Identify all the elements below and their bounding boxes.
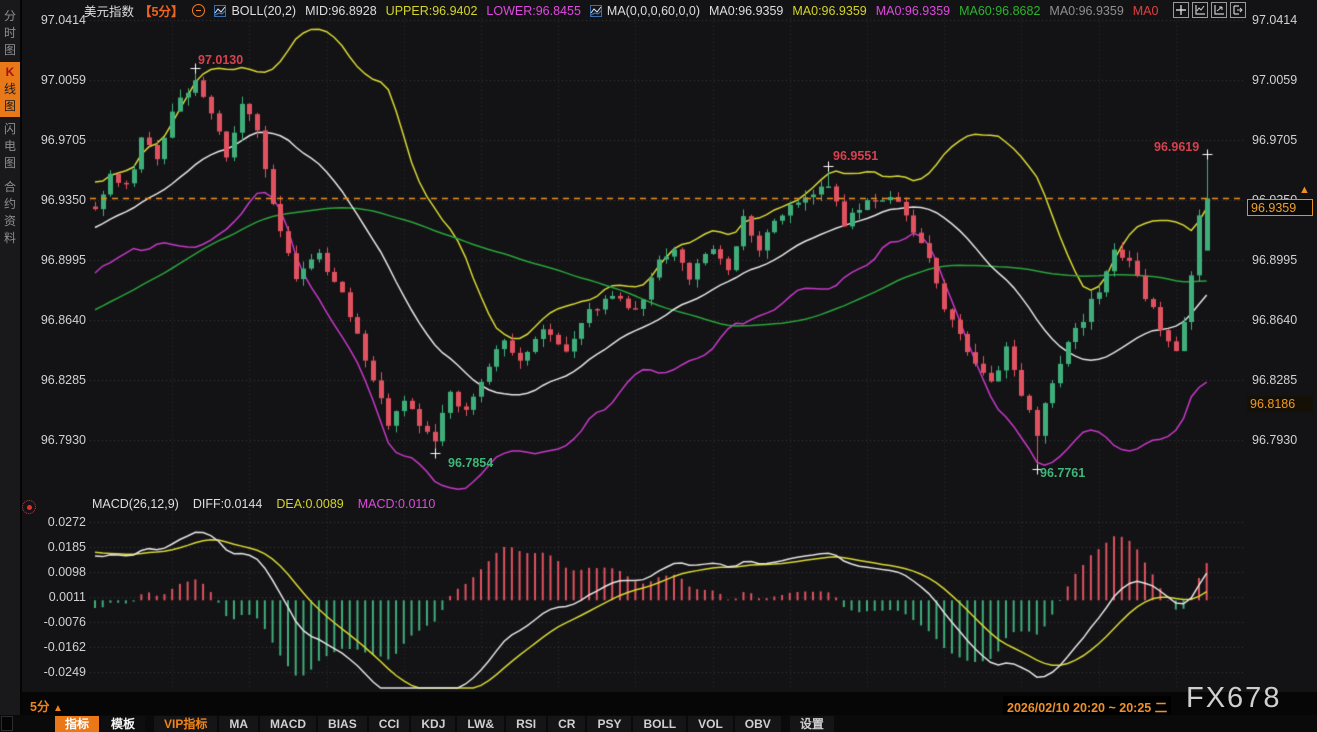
collapse-indicator-icon[interactable] [192,4,206,17]
price-axis-left-label: 96.8640 [40,313,86,327]
chart-type-sidebar: 分时图 K 线图 闪电图 合约资料 [0,0,22,732]
tab-template[interactable]: 模板 [101,715,146,732]
tab-obv[interactable]: OBV [734,715,781,732]
ma-name: MA(0,0,0,60,0,0) [606,3,701,18]
tab-ma[interactable]: MA [219,715,259,732]
macd-name: MACD(26,12,9) [92,497,179,511]
kline-accent-char: K [5,65,15,79]
tab-indicator[interactable]: 指标 [55,715,100,732]
period-label[interactable]: 【5分】 [139,5,184,19]
boll-indicator-icon [214,4,227,17]
scale-chart-icon[interactable] [1211,2,1227,18]
boll-name: BOLL(20,2) [231,3,297,18]
indicator-header: 美元指数 【5分】 BOLL(20,2) MID:96.8928 UPPER:9… [84,2,1159,20]
price-axis-left-label: 96.9350 [40,193,86,207]
kline-rest-label: 线图 [3,82,16,113]
sidebar-item-time-chart[interactable]: 分时图 [3,9,16,57]
price-axis-right-label: 97.0059 [1252,73,1298,87]
macd-header: MACD(26,12,9) DIFF:0.0144 DEA:0.0089 MAC… [92,497,435,511]
ma-value-4: MA60:96.8682 [959,3,1041,18]
tab-settings[interactable]: 设置 [789,715,834,732]
macd-axis-label: -0.0162 [43,640,86,654]
tab-vol[interactable]: VOL [688,715,733,732]
ma-indicator-icon [589,4,602,17]
tab-kdj[interactable]: KDJ [411,715,456,732]
price-up-arrow-icon: ▲ [1299,184,1310,196]
macd-axis-label: -0.0076 [43,615,86,629]
price-axis-left-label: 96.9705 [40,133,86,147]
price-axis-left-label: 96.8285 [40,373,86,387]
sidebar-item-flash-chart[interactable]: 闪电图 [3,122,16,170]
high-annotation: 97.0130 [198,53,244,67]
price-axis-right-label: 96.8285 [1252,373,1298,387]
macd-axis-label: 0.0272 [47,515,86,529]
macd-axis-label: 0.0185 [47,540,86,554]
time-axis-strip: 5分 ▲ 2026/02/10 20:20 ~ 20:25 二 [22,692,1317,717]
high-annotation: 96.9619 [1154,140,1200,154]
boll-lower-value: LOWER:96.8455 [486,3,581,18]
period-selector[interactable]: 5分 ▲ [30,700,63,714]
price-axis-right-label: 96.8995 [1252,253,1298,267]
price-axis-right-label: 96.8640 [1252,313,1298,327]
macd-axis-label: -0.0249 [43,665,86,679]
last-price-badge: 96.9359 [1247,199,1313,216]
pan-crosshair-icon[interactable] [1173,2,1189,18]
ma-value-6: MA0 [1132,3,1159,18]
sidebar-item-kline-chart[interactable]: K 线图 [0,62,20,117]
tab-cr[interactable]: CR [548,715,586,732]
low-annotation: 96.7854 [448,456,494,470]
price-axis-right-label: 96.9705 [1252,133,1298,147]
period-dropdown-icon: ▲ [52,703,63,714]
next-pane-icon[interactable] [1230,2,1246,18]
low-annotation: 96.7761 [1040,466,1086,480]
high-annotation: 96.9551 [833,149,879,163]
macd-pane-settings-icon[interactable] [22,500,36,514]
symbol-name: 美元指数 [84,5,135,19]
sidebar-item-contract-info[interactable]: 合约资料 [3,180,16,245]
price-axis-left-label: 96.8995 [40,253,86,267]
boll-upper-value: UPPER:96.9402 [385,3,478,18]
toolbar-corner-box[interactable] [1,716,13,731]
bar-time-range: 2026/02/10 20:20 ~ 20:25 二 [1003,696,1172,717]
tab-bias[interactable]: BIAS [318,715,367,732]
macd-hist-value: MACD:0.0110 [357,497,436,511]
tab-psy[interactable]: PSY [587,715,632,732]
tab-vip-indicator[interactable]: VIP指标 [154,715,218,732]
ma-value-2: MA0:96.9359 [792,3,867,18]
zoom-area-icon[interactable] [1192,2,1208,18]
macd-diff-value: DIFF:0.0144 [192,497,263,511]
tab-macd[interactable]: MACD [260,715,317,732]
tab-cci[interactable]: CCI [368,715,410,732]
reference-price-badge: 96.8186 [1247,396,1313,412]
price-axis-left-label: 97.0414 [40,13,86,27]
boll-mid-value: MID:96.8928 [305,3,377,18]
macd-dea-value: DEA:0.0089 [276,497,344,511]
tab-lwr[interactable]: LW& [457,715,505,732]
indicator-tabs: 指标 模板 VIP指标 MA MACD BIAS CCI KDJ LW& RSI… [55,715,834,732]
ma-value-3: MA0:96.9359 [875,3,951,18]
tab-rsi[interactable]: RSI [506,715,547,732]
indicator-toolbar: 指标 模板 VIP指标 MA MACD BIAS CCI KDJ LW& RSI… [0,715,1317,732]
price-axis-right-label: 97.0414 [1252,13,1298,27]
price-axis-left-label: 96.7930 [40,433,86,447]
ma-value-1: MA0:96.9359 [709,3,784,18]
tab-boll[interactable]: BOLL [633,715,687,732]
price-axis-right-label: 96.7930 [1252,433,1298,447]
ma-value-5: MA0:96.9359 [1049,3,1124,18]
chart-window-controls [1173,2,1246,18]
price-axis-left-label: 97.0059 [40,73,86,87]
macd-axis-label: 0.0011 [48,590,86,604]
brand-watermark: FX678 [1186,682,1282,714]
macd-axis-label: 0.0098 [47,565,86,579]
